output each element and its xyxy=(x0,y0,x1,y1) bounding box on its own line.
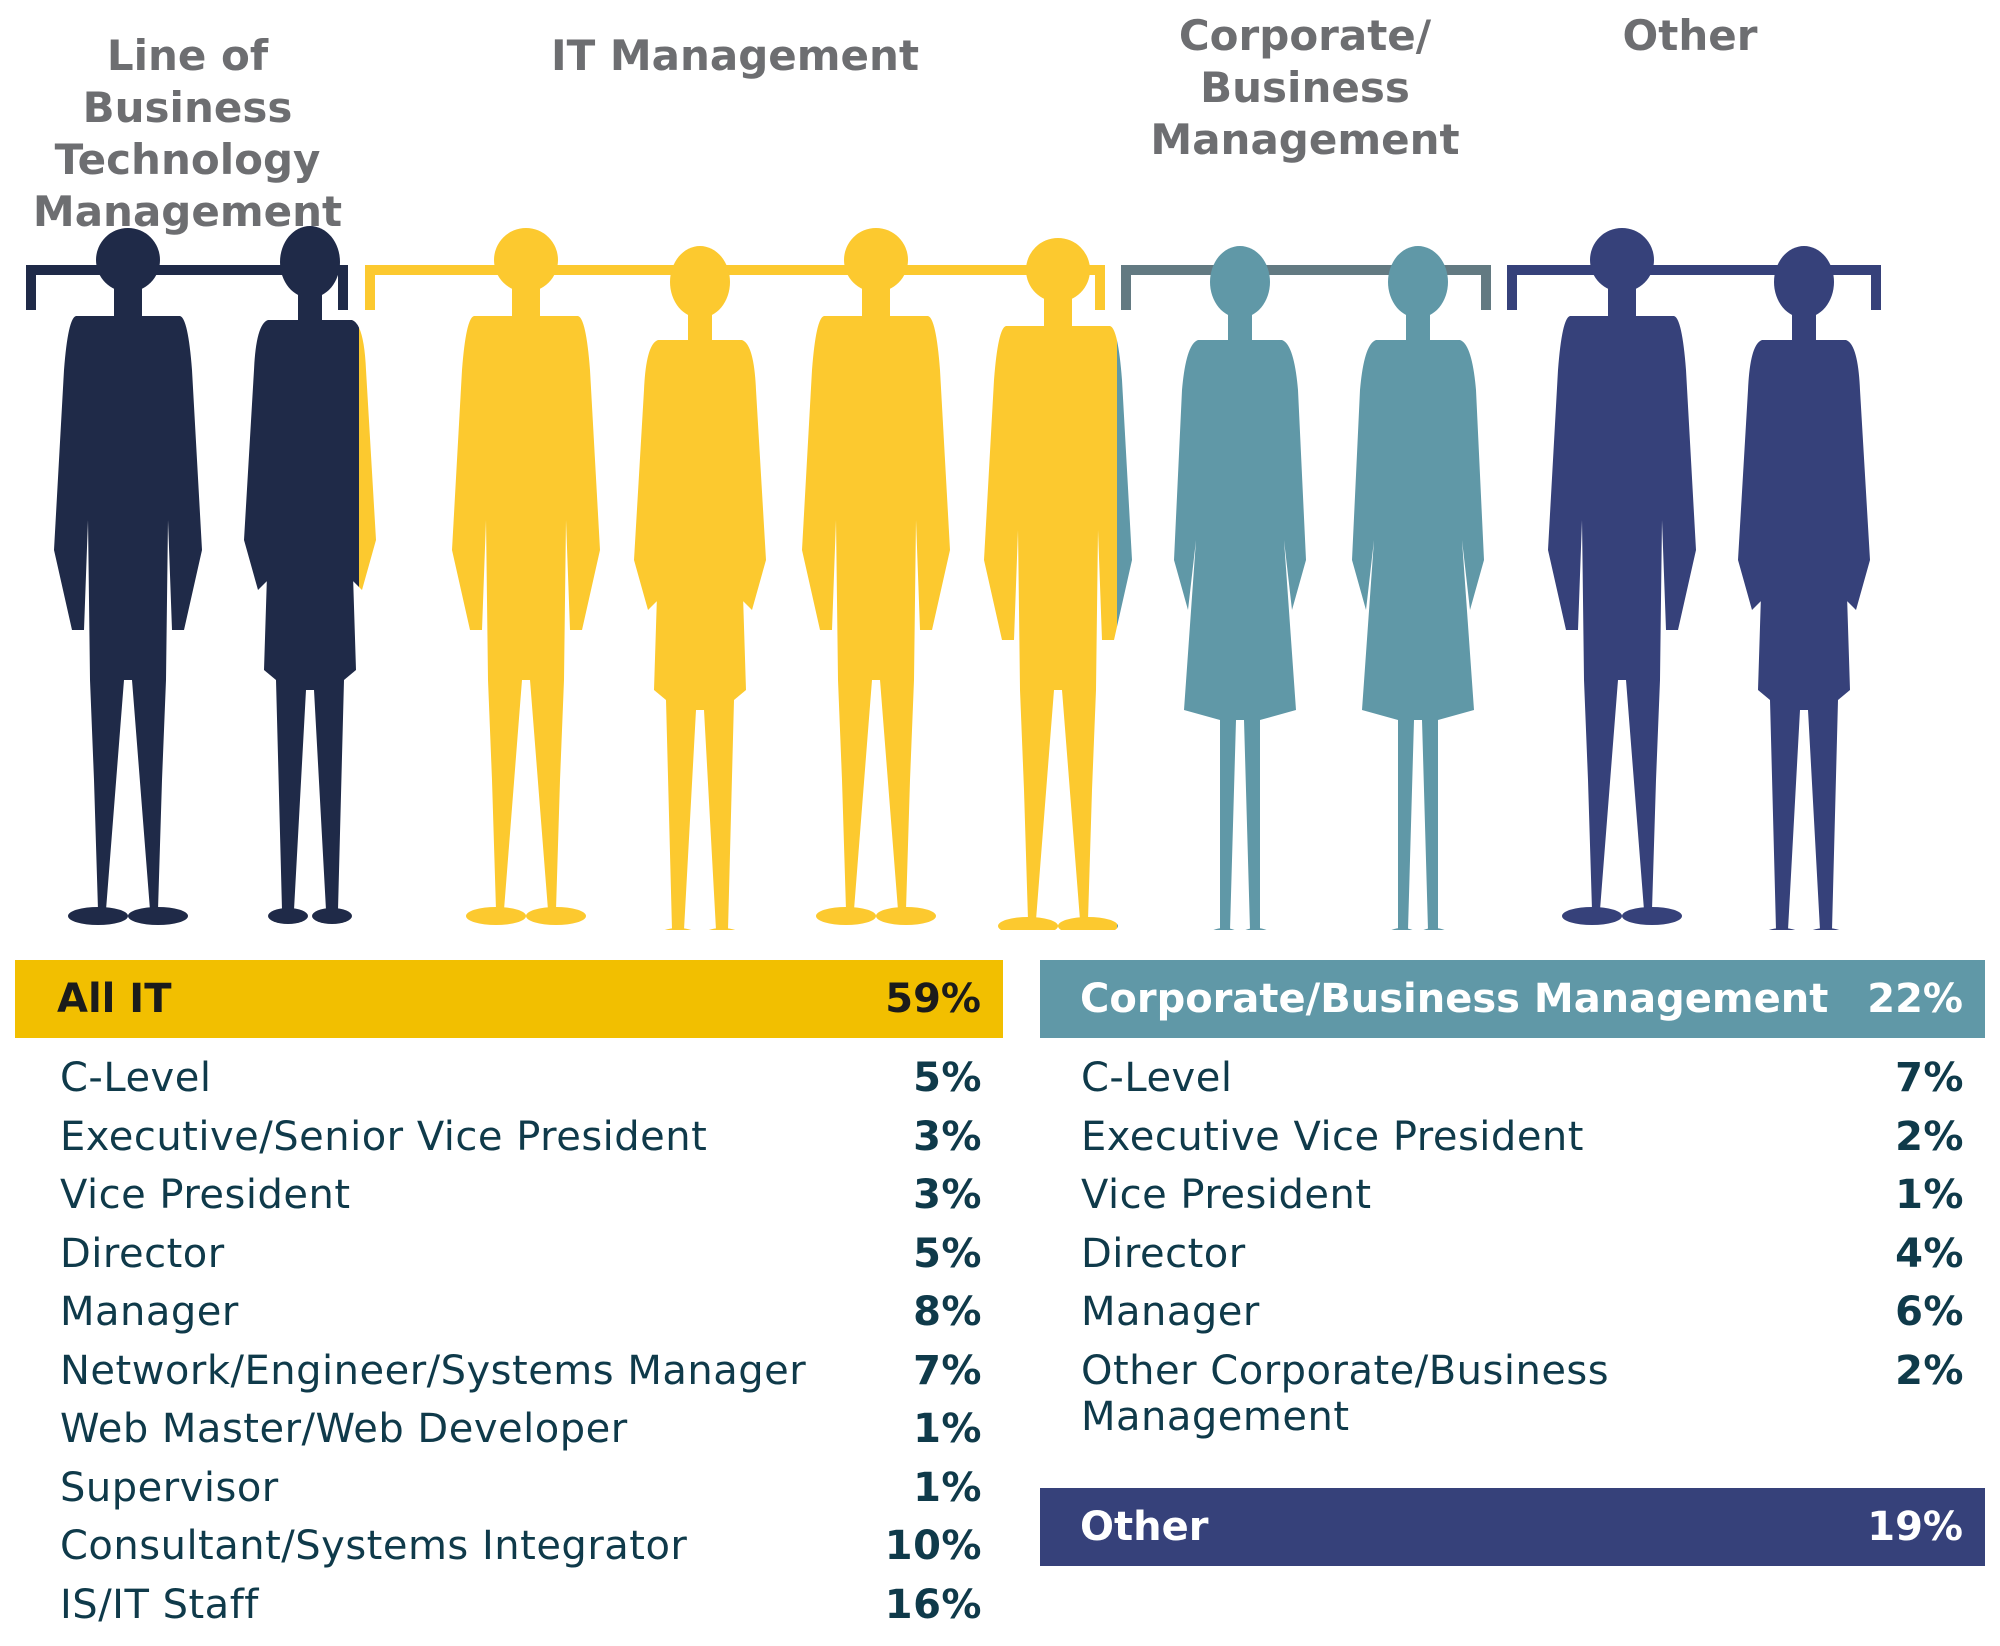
corporate-title: Corporate/Business Management xyxy=(1080,976,1829,1022)
category-label-lob: Line of Business Technology Management xyxy=(32,31,343,236)
bracket-other xyxy=(1507,265,1881,310)
list-item: Executive Vice President 2% xyxy=(1081,1114,1964,1173)
list-item-label: Manager xyxy=(1081,1289,1260,1335)
list-item: Executive/Senior Vice President 3% xyxy=(60,1114,982,1173)
list-item-value: 5% xyxy=(913,1230,982,1277)
other-total: 19% xyxy=(1867,1504,1963,1550)
list-item-value: 10% xyxy=(884,1523,982,1569)
other-title: Other xyxy=(1080,1504,1209,1550)
category-label-other: Other xyxy=(1622,11,1758,60)
list-item-value: 2% xyxy=(1895,1347,1964,1394)
other-header-bar: Other 19% xyxy=(1040,1488,1985,1566)
list-item-label: C-Level xyxy=(1081,1055,1233,1101)
list-item-value: 8% xyxy=(913,1289,982,1335)
list-item-label: Executive Vice President xyxy=(1081,1113,1584,1160)
silhouette-figures xyxy=(26,226,1881,930)
list-item: Consultant/Systems Integrator 10% xyxy=(60,1523,982,1582)
list-item-value: 3% xyxy=(913,1172,982,1218)
all-it-header-bar: All IT 59% xyxy=(15,960,1003,1038)
list-item: Director 4% xyxy=(1081,1231,1964,1290)
lob-figures xyxy=(54,226,359,925)
list-item-label: Director xyxy=(60,1230,225,1277)
list-item: IS/IT Staff 16% xyxy=(60,1582,982,1641)
list-item-value: 6% xyxy=(1895,1289,1964,1335)
list-item: Other Corporate/Business Management 2% xyxy=(1081,1347,1964,1440)
list-item: Vice President 3% xyxy=(60,1172,982,1231)
category-label-it-management: IT Management xyxy=(550,31,920,80)
list-item-label: Manager xyxy=(60,1289,239,1335)
corporate-breakdown-list: C-Level 7% Executive Vice President 2% Vice … xyxy=(1081,1055,1964,1440)
bracket-lob xyxy=(26,265,348,310)
corporate-header-bar: Corporate/Business Management 22% xyxy=(1040,960,1985,1038)
list-item-value: 7% xyxy=(1895,1055,1964,1101)
list-item: Manager 6% xyxy=(1081,1289,1964,1348)
list-item: Network/Engineer/Systems Manager 7% xyxy=(60,1348,982,1407)
list-item-label: Supervisor xyxy=(60,1464,279,1511)
list-item-label: Web Master/Web Developer xyxy=(60,1406,628,1452)
all-it-title: All IT xyxy=(57,976,172,1022)
category-label-corporate: Corporate/ Business Management xyxy=(1150,11,1460,164)
list-item-value: 1% xyxy=(913,1406,982,1452)
list-item-label: Vice President xyxy=(60,1172,351,1218)
list-item-label: C-Level xyxy=(60,1055,212,1101)
list-item-value: 2% xyxy=(1895,1113,1964,1160)
bracket-corp xyxy=(1121,265,1491,310)
all-it-total: 59% xyxy=(885,976,981,1022)
list-item-value: 7% xyxy=(913,1347,982,1394)
all-it-breakdown-list: C-Level 5% Executive/Senior Vice President… xyxy=(60,1055,982,1640)
list-item-label: Other Corporate/Business Management xyxy=(1081,1347,1610,1440)
bracket-it xyxy=(365,265,1105,310)
list-item: Web Master/Web Developer 1% xyxy=(60,1406,982,1465)
list-item-value: 1% xyxy=(1895,1172,1964,1218)
corporate-total: 22% xyxy=(1867,976,1963,1022)
list-item-value: 1% xyxy=(913,1464,982,1511)
list-item-label: Network/Engineer/Systems Manager xyxy=(60,1347,807,1394)
list-item-label: IS/IT Staff xyxy=(60,1581,259,1628)
list-item: Supervisor 1% xyxy=(60,1465,982,1524)
list-item-value: 5% xyxy=(913,1055,982,1101)
other-figures xyxy=(1548,228,1870,930)
list-item: Manager 8% xyxy=(60,1289,982,1348)
list-item-value: 16% xyxy=(884,1581,982,1628)
list-item-value: 4% xyxy=(1895,1230,1964,1277)
list-item: Director 5% xyxy=(60,1231,982,1290)
list-item-label: Director xyxy=(1081,1230,1246,1277)
list-item: C-Level 7% xyxy=(1081,1055,1964,1114)
it-figures xyxy=(359,226,1117,930)
list-item-label: Consultant/Systems Integrator xyxy=(60,1523,688,1569)
list-item: Vice President 1% xyxy=(1081,1172,1964,1231)
list-item-label: Vice President xyxy=(1081,1172,1372,1218)
list-item-label: Executive/Senior Vice President xyxy=(60,1113,708,1160)
list-item-value: 3% xyxy=(913,1113,982,1160)
list-item: C-Level 5% xyxy=(60,1055,982,1114)
